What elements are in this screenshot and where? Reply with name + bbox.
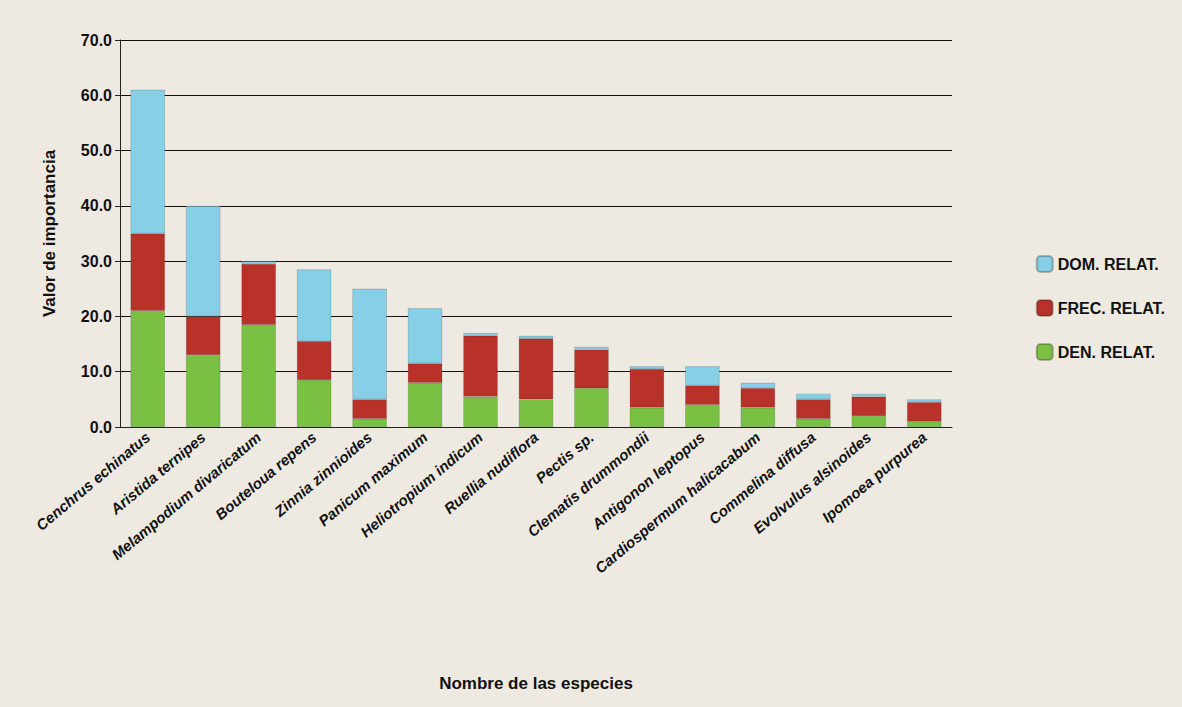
svg-text:10.0: 10.0	[81, 363, 112, 380]
svg-text:Commelina diffusa: Commelina diffusa	[705, 428, 819, 528]
svg-text:0.0: 0.0	[90, 419, 112, 436]
svg-text:DOM. RELAT.: DOM. RELAT.	[1058, 256, 1159, 273]
svg-text:Aristida ternipes: Aristida ternipes	[106, 428, 208, 518]
svg-text:Bouteloua repens: Bouteloua repens	[212, 428, 320, 522]
svg-text:30.0: 30.0	[81, 253, 112, 270]
svg-text:Evolvulus alsinoides: Evolvulus alsinoides	[749, 428, 875, 537]
svg-text:Antigonon leptopus: Antigonon leptopus	[588, 428, 708, 533]
svg-text:70.0: 70.0	[81, 32, 112, 49]
svg-text:Clematis drummondii: Clematis drummondii	[524, 428, 653, 541]
svg-text:Nombre de las especies: Nombre de las especies	[439, 674, 633, 693]
svg-text:Melampodium divaricatum: Melampodium divaricatum	[108, 428, 265, 564]
svg-text:Cenchrus echinatus: Cenchrus echinatus	[32, 428, 154, 534]
svg-text:Zinnia zinnioides: Zinnia zinnioides	[270, 428, 375, 520]
svg-text:40.0: 40.0	[81, 197, 112, 214]
svg-text:Cardiospermum halicacabum: Cardiospermum halicacabum	[591, 428, 764, 577]
svg-text:Pectis sp.: Pectis sp.	[532, 428, 597, 487]
svg-text:Ruellia nudiflora: Ruellia nudiflora	[441, 428, 542, 517]
svg-text:Heliotropium indicum: Heliotropium indicum	[357, 428, 486, 541]
svg-text:20.0: 20.0	[81, 308, 112, 325]
svg-text:50.0: 50.0	[81, 142, 112, 159]
svg-text:Ipomoea purpurea: Ipomoea purpurea	[819, 428, 930, 525]
svg-text:DEN. RELAT.: DEN. RELAT.	[1058, 344, 1155, 361]
svg-text:Panicum maximum: Panicum maximum	[314, 428, 431, 530]
svg-text:FREC. RELAT.: FREC. RELAT.	[1058, 300, 1165, 317]
svg-text:Valor de importancia: Valor de importancia	[40, 149, 59, 317]
svg-text:60.0: 60.0	[81, 87, 112, 104]
